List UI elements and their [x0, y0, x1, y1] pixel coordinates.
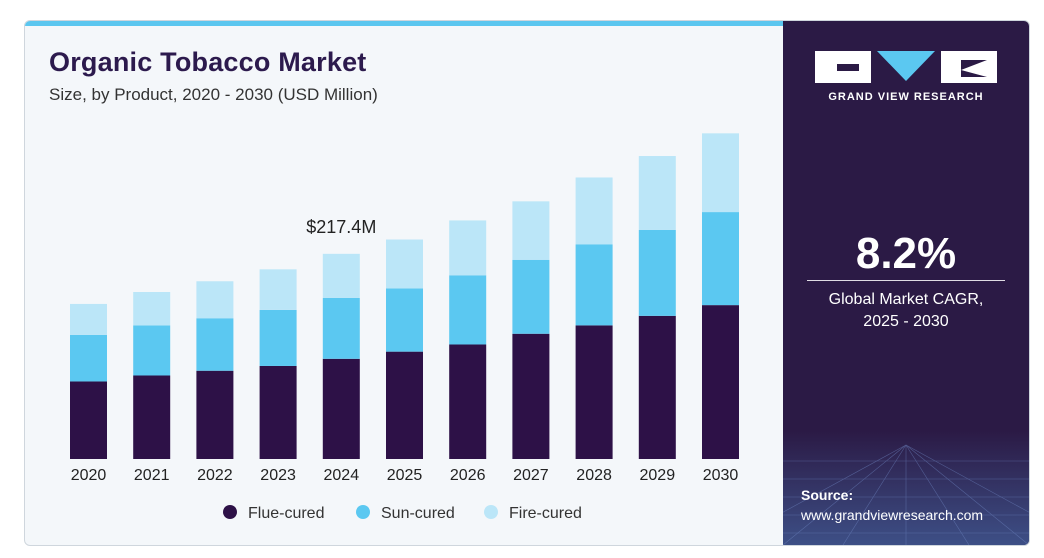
bar-flue-cured-2026: [449, 344, 487, 459]
decorative-grid: [783, 431, 1029, 545]
chart-subtitle: Size, by Product, 2020 - 2030 (USD Milli…: [49, 85, 378, 104]
bar-fire-cured-2029: [638, 156, 676, 230]
bar-sun-cured-2024: [322, 297, 360, 359]
cagr-divider: [807, 280, 1005, 281]
bar-fire-cured-2028: [575, 177, 613, 245]
x-tick-label-2023: 2023: [260, 467, 296, 484]
bar-flue-cured-2023: [259, 365, 297, 459]
legend-swatch-flue-cured: [223, 505, 237, 519]
cagr-label-line2: 2025 - 2030: [863, 313, 949, 330]
cagr-value: 8.2%: [855, 229, 957, 278]
bar-sun-cured-2028: [575, 244, 613, 326]
x-axis-labels: 2020 2021 2022 2023 2024 2025 2026 2027 2028 2029…: [71, 467, 739, 484]
x-tick-label-2025: 2025: [387, 467, 423, 484]
legend-swatch-fire-cured: [484, 505, 498, 519]
legend-swatch-sun-cured: [356, 505, 370, 519]
bar-fire-cured-2027: [512, 201, 550, 260]
bar-sun-cured-2026: [449, 275, 487, 345]
legend-label-sun-cured: Sun-cured: [381, 505, 455, 522]
legend: Flue-cured Sun-cured Fire-cured: [223, 505, 582, 522]
bar-fire-cured-2024: [322, 253, 360, 298]
stacked-bar-chart: 2020 2021 2022 2023 2024 2025 2026 2027 2028 2029…: [70, 133, 739, 522]
bar-fire-cured-2026: [449, 220, 487, 276]
source-link[interactable]: www.grandviewresearch.com: [801, 507, 984, 523]
bar-flue-cured-2027: [512, 333, 550, 459]
bar-fire-cured-2021: [133, 292, 171, 326]
chart-title: Organic Tobacco Market: [49, 47, 367, 77]
x-tick-label-2024: 2024: [324, 467, 360, 484]
bar-sun-cured-2023: [259, 309, 297, 366]
bar-flue-cured-2021: [133, 375, 171, 459]
legend-label-fire-cured: Fire-cured: [509, 505, 582, 522]
bar-flue-cured-2024: [322, 358, 360, 459]
x-tick-label-2020: 2020: [71, 467, 107, 484]
source-label: Source:: [801, 487, 854, 503]
x-tick-label-2029: 2029: [640, 467, 676, 484]
bar-flue-cured-2020: [70, 381, 107, 459]
total-value-label: $217.4M: [306, 217, 376, 237]
annotation-group: $217.4M: [306, 217, 376, 237]
x-tick-label-2030: 2030: [703, 467, 739, 484]
bar-flue-cured-2025: [386, 351, 423, 459]
bar-sun-cured-2021: [133, 325, 171, 376]
bar-fire-cured-2020: [70, 303, 107, 335]
cagr-label: Global Market CAGR, 2025 - 2030: [783, 289, 1029, 333]
accent-bar: [25, 21, 783, 26]
bar-fire-cured-2025: [386, 239, 423, 289]
gvr-logo-icon: [815, 51, 997, 83]
bar-sun-cured-2030: [702, 212, 739, 306]
x-tick-label-2027: 2027: [513, 467, 549, 484]
cagr-label-line1: Global Market CAGR,: [828, 291, 984, 308]
bar-fire-cured-2022: [196, 281, 234, 319]
bar-flue-cured-2030: [702, 305, 739, 459]
bar-fire-cured-2023: [259, 269, 297, 310]
x-tick-label-2022: 2022: [197, 467, 233, 484]
x-tick-label-2021: 2021: [134, 467, 170, 484]
bar-flue-cured-2028: [575, 325, 613, 459]
brand-name: GRAND VIEW RESEARCH: [828, 91, 984, 103]
bar-sun-cured-2020: [70, 334, 107, 382]
x-tick-label-2026: 2026: [450, 467, 486, 484]
bar-flue-cured-2029: [638, 315, 676, 459]
bars-group: [70, 133, 739, 459]
chart-card: Organic Tobacco Market Size, by Product,…: [24, 20, 1030, 546]
x-tick-label-2028: 2028: [576, 467, 612, 484]
bar-sun-cured-2022: [196, 318, 234, 371]
bar-sun-cured-2029: [638, 229, 676, 316]
bar-fire-cured-2030: [702, 133, 739, 213]
sidebar: GRAND VIEW RESEARCH 8.2% Global Market C…: [783, 21, 1029, 545]
legend-label-flue-cured: Flue-cured: [248, 505, 324, 522]
bar-sun-cured-2025: [386, 288, 423, 352]
bar-sun-cured-2027: [512, 259, 550, 334]
bar-flue-cured-2022: [196, 370, 234, 459]
